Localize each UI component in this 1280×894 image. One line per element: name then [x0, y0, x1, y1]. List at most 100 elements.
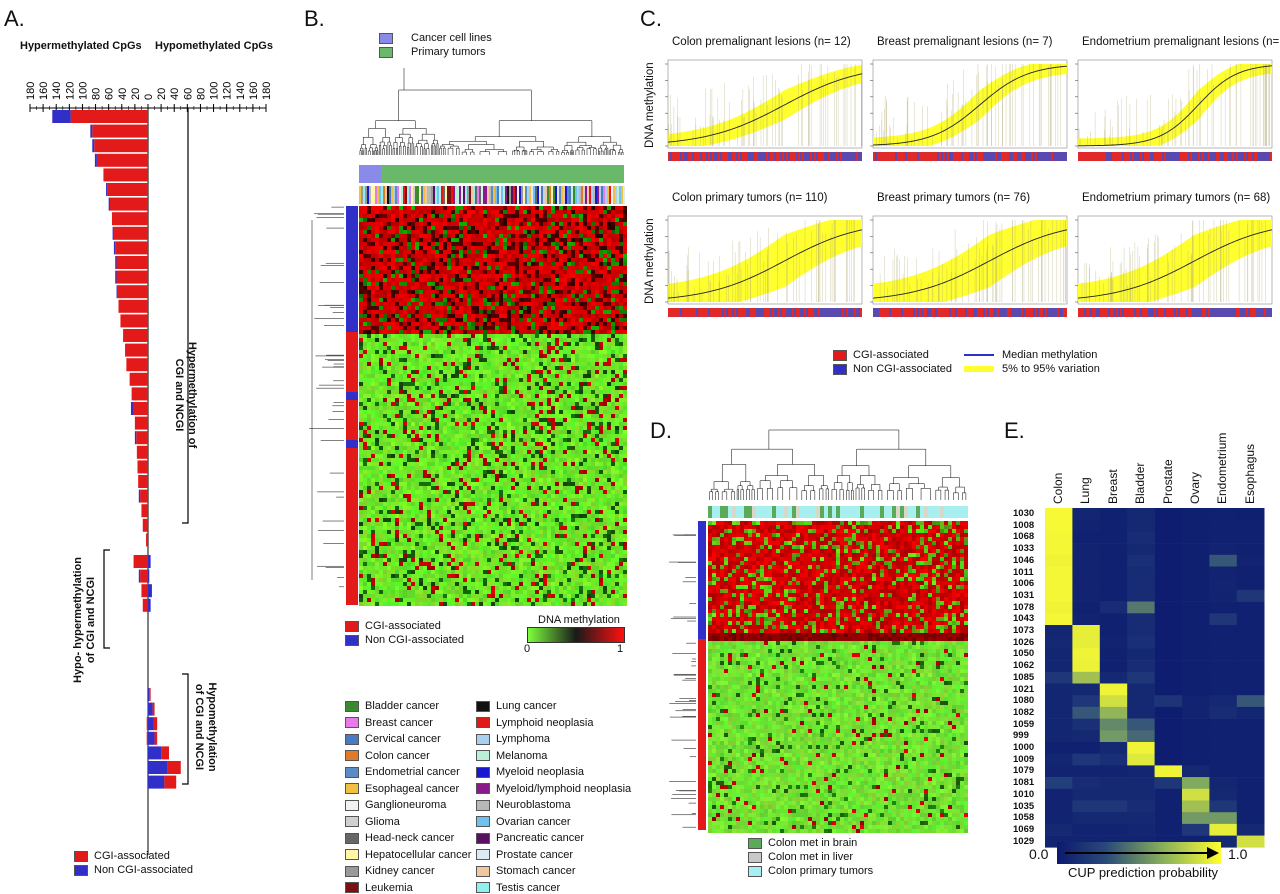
heatmap-cell	[523, 350, 527, 354]
heatmap-cell	[531, 226, 535, 230]
heatmap-cell	[607, 426, 611, 430]
heatmap-cell	[475, 362, 479, 366]
heatmap-cell	[623, 278, 627, 282]
heatmap-cell	[379, 406, 383, 410]
heatmap-cell	[563, 242, 567, 246]
heatmap-cell	[479, 318, 483, 322]
heatmap-cell	[583, 394, 587, 398]
heatmap-cell	[567, 302, 571, 306]
heatmap-cell	[427, 250, 431, 254]
heatmap-cell	[511, 294, 515, 298]
heatmap-cell	[431, 330, 435, 334]
heatmap-cell	[411, 450, 415, 454]
heatmap-cell	[371, 230, 375, 234]
heatmap-cell	[587, 270, 591, 274]
heatmap-cell	[591, 234, 595, 238]
heatmap-cell	[435, 410, 439, 414]
heatmap-cell	[527, 394, 531, 398]
heatmap-cell	[483, 330, 487, 334]
heatmap-cell	[463, 310, 467, 314]
heatmap-cell	[591, 382, 595, 386]
heatmap-cell	[467, 434, 471, 438]
heatmap-cell	[383, 242, 387, 246]
heatmap-cell	[587, 346, 591, 350]
heatmap-cell	[451, 338, 455, 342]
cancer-type-cell	[577, 186, 579, 204]
heatmap-cell	[423, 354, 427, 358]
heatmap-cell	[459, 266, 463, 270]
heatmap-cell	[391, 390, 395, 394]
heatmap-cell	[611, 262, 615, 266]
heatmap-cell	[435, 354, 439, 358]
heatmap-cell	[419, 454, 423, 458]
heatmap-cell	[463, 442, 467, 446]
heatmap-cell	[363, 254, 367, 258]
heatmap-cell	[363, 418, 367, 422]
heatmap-cell	[395, 418, 399, 422]
heatmap-cell	[467, 366, 471, 370]
heatmap-cell	[403, 386, 407, 390]
heatmap-cell	[571, 342, 575, 346]
heatmap-cell	[599, 330, 603, 334]
heatmap-cell	[547, 306, 551, 310]
heatmap-cell	[455, 426, 459, 430]
heatmap-cell	[603, 254, 607, 258]
heatmap-cell	[507, 350, 511, 354]
heatmap-cell	[375, 434, 379, 438]
heatmap-cell	[571, 402, 575, 406]
heatmap-cell	[459, 274, 463, 278]
heatmap-cell	[487, 314, 491, 318]
heatmap-cell	[591, 414, 595, 418]
heatmap-cell	[447, 366, 451, 370]
heatmap-cell	[411, 322, 415, 326]
heatmap-cell	[559, 406, 563, 410]
heatmap-cell	[471, 378, 475, 382]
heatmap-cell	[427, 366, 431, 370]
heatmap-cell	[507, 422, 511, 426]
heatmap-cell	[463, 374, 467, 378]
heatmap-cell	[551, 322, 555, 326]
heatmap-cell	[415, 330, 419, 334]
heatmap-cell	[443, 222, 447, 226]
heatmap-cell	[571, 358, 575, 362]
heatmap-cell	[527, 266, 531, 270]
heatmap-cell	[447, 426, 451, 430]
bar-ncgi-hyper	[90, 125, 92, 138]
heatmap-cell	[511, 310, 515, 314]
heatmap-cell	[619, 346, 623, 350]
heatmap-cell	[571, 230, 575, 234]
heatmap-cell	[379, 346, 383, 350]
heatmap-cell	[547, 238, 551, 242]
cancer-type-cell	[599, 186, 601, 204]
heatmap-cell	[359, 346, 363, 350]
heatmap-cell	[407, 262, 411, 266]
heatmap-cell	[515, 430, 519, 434]
heatmap-cell	[515, 390, 519, 394]
heatmap-cell	[471, 254, 475, 258]
heatmap-cell	[575, 262, 579, 266]
heatmap-cell	[367, 218, 371, 222]
heatmap-cell	[371, 298, 375, 302]
heatmap-cell	[575, 318, 579, 322]
heatmap-cell	[379, 342, 383, 346]
heatmap-cell	[607, 226, 611, 230]
heatmap-cell	[403, 306, 407, 310]
heatmap-cell	[455, 266, 459, 270]
heatmap-cell	[379, 218, 383, 222]
heatmap-cell	[411, 290, 415, 294]
heatmap-cell	[535, 314, 539, 318]
heatmap-cell	[515, 414, 519, 418]
heatmap-cell	[563, 210, 567, 214]
heatmap-cell	[575, 342, 579, 346]
heatmap-cell	[415, 338, 419, 342]
heatmap-cell	[623, 262, 627, 266]
heatmap-cell	[499, 214, 503, 218]
heatmap-cell	[523, 402, 527, 406]
heatmap-cell	[483, 214, 487, 218]
heatmap-cell	[579, 310, 583, 314]
heatmap-cell	[575, 370, 579, 374]
heatmap-cell	[567, 290, 571, 294]
heatmap-cell	[419, 302, 423, 306]
heatmap-cell	[467, 382, 471, 386]
heatmap-cell	[491, 222, 495, 226]
